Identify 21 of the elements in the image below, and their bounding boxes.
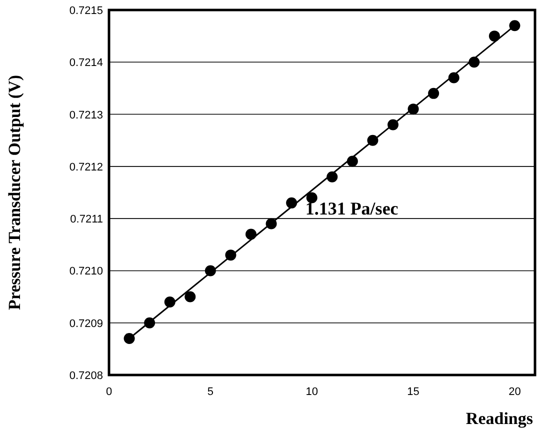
point — [124, 333, 135, 344]
x-tick-label: 10 — [306, 386, 318, 398]
y-tick-label: 0.7213 — [69, 109, 103, 122]
point — [184, 291, 196, 302]
y-tick-label: 0.7211 — [70, 214, 103, 226]
y-tick-label: 0.7209 — [69, 318, 103, 330]
y-tick-label: 0.7208 — [69, 370, 103, 382]
annotation: 1.131 Pa/sec — [305, 198, 398, 218]
y-tick-label: 0.7210 — [69, 266, 103, 278]
x-tick-label: 20 — [508, 386, 521, 398]
point — [509, 20, 520, 32]
point — [306, 192, 318, 204]
y-tick-label: 0.7212 — [69, 161, 103, 174]
y-axis-title: Pressure Transducer Output (V) — [5, 74, 24, 310]
x-tick-label: 5 — [207, 386, 214, 398]
y-tick-label: 0.7214 — [69, 57, 103, 70]
x-tick-label: 15 — [407, 386, 420, 398]
x-axis-title: Readings — [466, 409, 534, 428]
y-tick-label: 0.7215 — [69, 5, 103, 17]
x-tick-label: 0 — [106, 386, 112, 398]
point — [488, 30, 500, 42]
